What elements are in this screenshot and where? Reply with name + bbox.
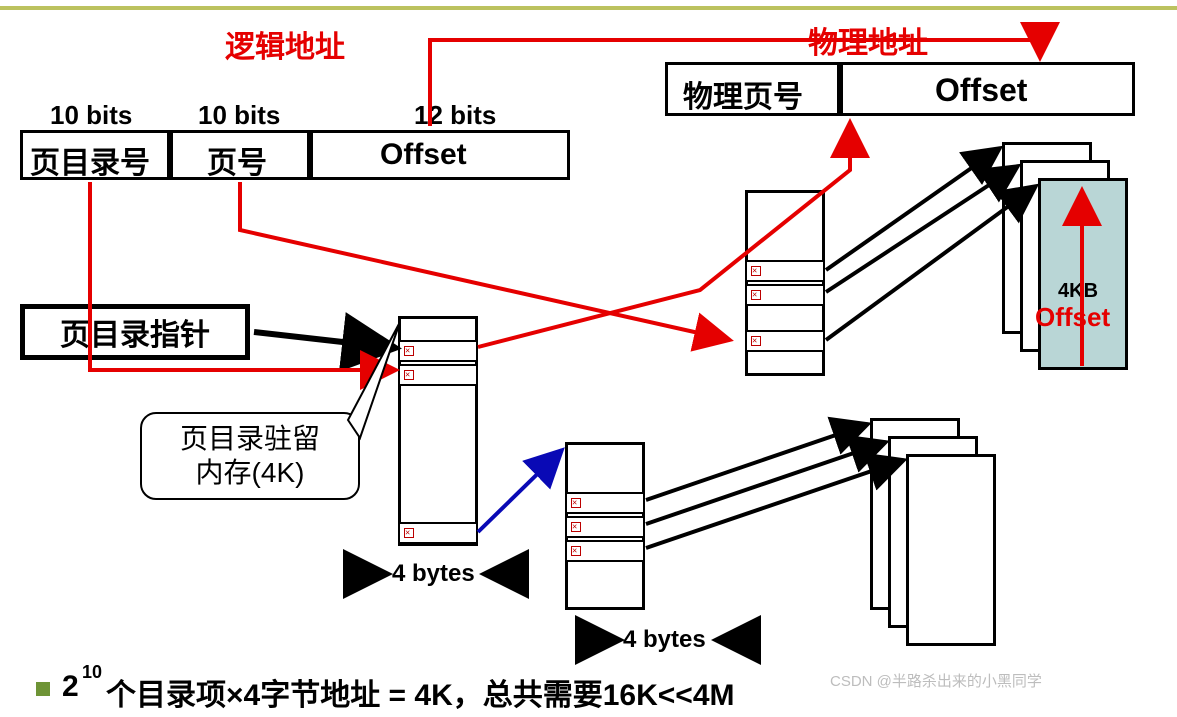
label-logical-title: 逻辑地址 (225, 22, 345, 66)
label-bits-page: 10 bits (198, 100, 280, 131)
label-phys-off: Offset (935, 72, 1027, 109)
label-bits-dir: 10 bits (50, 100, 132, 131)
top-rule (0, 6, 1177, 10)
label-off-label: Offset (380, 138, 467, 172)
page-table-lower-entry-2 (565, 540, 645, 562)
page-directory-table-entry-1 (398, 364, 478, 386)
phys-page-bot-2 (906, 454, 996, 646)
page-table-upper-entry-1 (745, 284, 825, 306)
phys-page-top-2 (1038, 178, 1128, 370)
callout-line1: 页目录驻留 (180, 422, 320, 456)
callout-bubble: 页目录驻留 内存(4K) (140, 412, 360, 500)
label-bottom-1: 2 (62, 670, 79, 704)
page-directory-table-entry-0 (398, 340, 478, 362)
label-four-bytes-1: 4 bytes (392, 560, 475, 588)
page-dir-pointer-box: 页目录指针 (20, 304, 250, 360)
bullet-icon (36, 682, 50, 696)
label-page-off: Offset (1035, 302, 1110, 333)
label-dir-label: 页目录号 (30, 138, 150, 182)
page-dir-pointer-label: 页目录指针 (60, 310, 210, 354)
callout-line2: 内存(4K) (196, 456, 305, 490)
label-page-label: 页号 (207, 138, 267, 182)
page-table-upper-entry-2 (745, 330, 825, 352)
page-table-lower-entry-0 (565, 492, 645, 514)
label-page-size: 4KB (1058, 280, 1098, 303)
page-directory-table-entry-2 (398, 522, 478, 544)
label-physical-title: 物理地址 (808, 18, 928, 62)
label-bits-off: 12 bits (414, 100, 496, 131)
label-bottom-2: 10 (82, 662, 102, 683)
page-table-lower-entry-1 (565, 516, 645, 538)
page-table-upper-entry-0 (745, 260, 825, 282)
label-phys-page: 物理页号 (683, 72, 803, 116)
label-watermark: CSDN @半路杀出来的小黑同学 (830, 670, 1042, 691)
label-four-bytes-2: 4 bytes (623, 626, 706, 654)
label-bottom-3: 个目录项×4字节地址 = 4K，总共需要16K<<4M (106, 670, 735, 714)
